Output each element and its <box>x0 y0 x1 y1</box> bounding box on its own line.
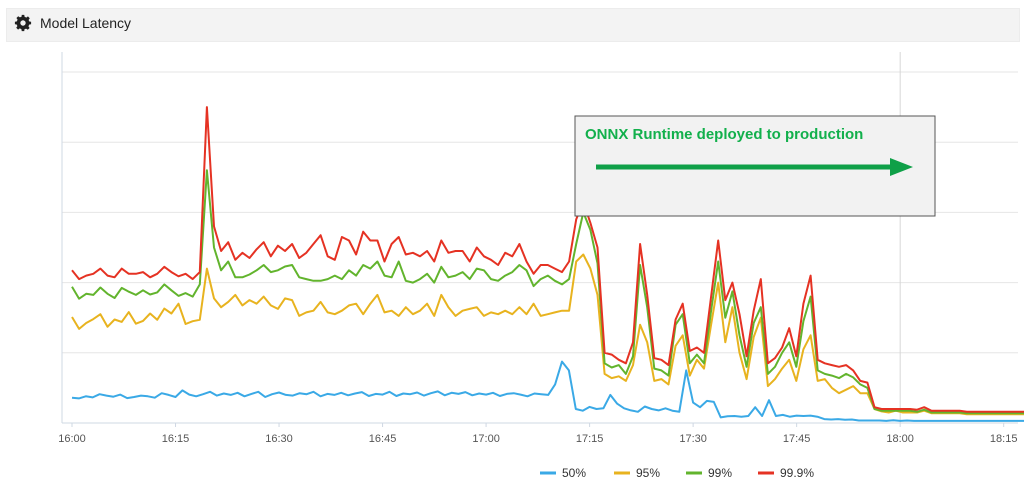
x-tick-label: 17:15 <box>576 433 604 445</box>
x-tick-label: 17:45 <box>783 433 811 445</box>
x-tick-label: 16:15 <box>162 433 190 445</box>
chart-legend: 50% 95% 99% 99.9% <box>540 466 814 480</box>
panel-title: Model Latency <box>40 15 132 31</box>
legend-label: 50% <box>562 466 586 480</box>
x-tick-label: 16:00 <box>58 433 86 445</box>
panel-header-bar <box>6 8 1020 42</box>
x-tick-label: 16:45 <box>369 433 397 445</box>
x-tick-label: 18:15 <box>990 433 1018 445</box>
chart-series <box>71 106 1024 422</box>
chart-axes <box>61 52 1018 424</box>
series-line-999 <box>71 106 1024 413</box>
legend-label: 99.9% <box>780 466 814 480</box>
series-line-99 <box>71 169 1024 415</box>
panel-header: Model Latency <box>0 0 1024 48</box>
gear-icon[interactable] <box>14 14 32 32</box>
legend-label: 99% <box>708 466 732 480</box>
x-tick-label: 17:00 <box>472 433 500 445</box>
series-line-95 <box>71 253 1024 416</box>
annotation-arrow-head <box>890 158 913 176</box>
x-tick-labels: 16:00 16:15 16:30 16:45 17:00 17:15 17:30 17:45… <box>58 423 1017 445</box>
series-line-50 <box>71 360 1024 422</box>
legend-label: 95% <box>636 466 660 480</box>
x-tick-label: 16:30 <box>265 433 293 445</box>
x-tick-label: 17:30 <box>679 433 707 445</box>
annotation-text: ONNX Runtime deployed to production <box>585 126 863 143</box>
x-tick-label: 18:00 <box>886 433 914 445</box>
deployment-annotation: ONNX Runtime deployed to production <box>574 115 936 217</box>
